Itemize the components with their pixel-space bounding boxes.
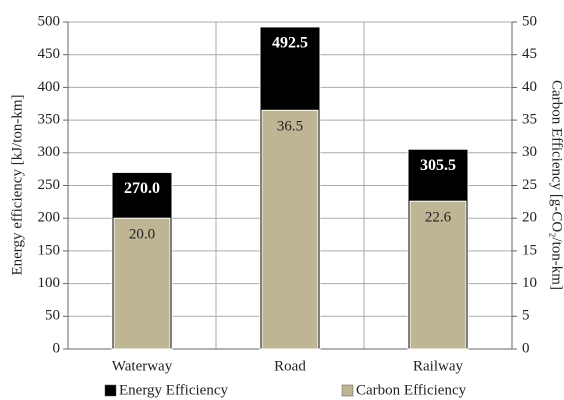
value-label: 36.5 — [277, 119, 303, 135]
x-tick-label: Road — [274, 358, 306, 374]
y2-tick-label: 15 — [522, 242, 537, 258]
y-tick-label: 200 — [38, 210, 61, 226]
bar — [113, 217, 171, 350]
y-tick-label: 150 — [38, 242, 61, 258]
value-label: 20.0 — [129, 227, 155, 243]
y-tick-label: 450 — [38, 46, 61, 62]
legend-label: Carbon Efficiency — [356, 382, 467, 398]
y2-tick-label: 40 — [522, 79, 537, 95]
y-tick-label: 400 — [38, 79, 61, 95]
bar — [261, 109, 319, 350]
value-label: 305.5 — [420, 157, 456, 174]
y-tick-label: 350 — [38, 112, 61, 128]
y2-tick-label: 5 — [522, 308, 530, 324]
y2-tick-label: 0 — [522, 340, 530, 356]
y-tick-label: 250 — [38, 177, 61, 193]
value-label: 270.0 — [124, 180, 160, 197]
y-tick-label: 0 — [53, 340, 61, 356]
legend-label: Energy Efficiency — [119, 382, 228, 398]
y-tick-label: 50 — [45, 308, 60, 324]
y-tick-label: 300 — [38, 144, 61, 160]
x-tick-label: Railway — [413, 358, 463, 374]
x-tick-label: Waterway — [112, 358, 173, 374]
y2-tick-label: 50 — [522, 13, 537, 29]
y-tick-label: 500 — [38, 13, 61, 29]
value-label: 22.6 — [425, 210, 452, 226]
value-label: 492.5 — [272, 35, 308, 52]
legend-swatch — [341, 384, 354, 397]
y2-tick-label: 45 — [522, 46, 537, 62]
y2-tick-label: 25 — [522, 177, 537, 193]
bar — [409, 200, 467, 350]
y2-tick-label: 35 — [522, 112, 537, 128]
y2-tick-label: 10 — [522, 275, 537, 291]
y2-tick-label: 20 — [522, 210, 537, 226]
y2-tick-label: 30 — [522, 144, 537, 160]
y-tick-label: 100 — [38, 275, 61, 291]
legend-swatch — [104, 384, 117, 397]
y-axis-label: Energy efficiency [kJ/ton-km] — [9, 94, 25, 275]
y2-axis-label: Carbon Efficiency [g-CO₂/ton-km] — [549, 80, 564, 290]
